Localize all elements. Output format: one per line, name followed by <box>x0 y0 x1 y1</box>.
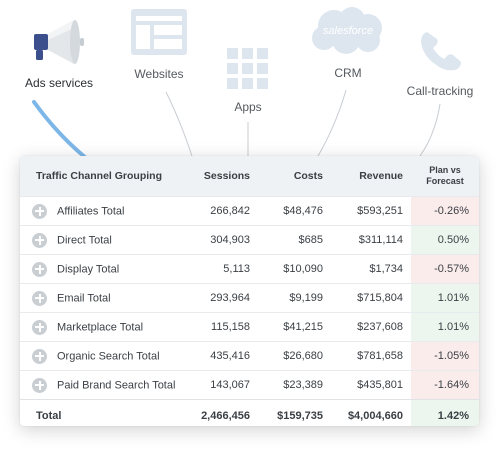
row-revenue: $435,801 <box>331 370 411 400</box>
header-traffic-channel-grouping[interactable]: Traffic Channel Grouping <box>20 156 192 197</box>
table-row: Organic Search Total 435,416 $26,680 $78… <box>20 341 479 371</box>
row-sessions: 293,964 <box>192 283 258 313</box>
row-name-cell: Organic Search Total <box>20 341 192 371</box>
row-name: Marketplace Total <box>57 321 144 333</box>
source-apps[interactable]: Apps <box>218 46 278 114</box>
connector-crm <box>317 89 347 157</box>
row-plan-vs-forecast: 0.50% <box>411 225 479 255</box>
row-costs: $685 <box>258 225 331 255</box>
total-revenue: $4,004,660 <box>331 399 411 426</box>
browser-window-icon <box>131 9 187 55</box>
row-revenue: $237,608 <box>331 312 411 342</box>
source-websites[interactable]: Websites <box>122 8 196 81</box>
row-sessions: 435,416 <box>192 341 258 371</box>
row-name-cell: Affiliates Total <box>20 196 192 226</box>
megaphone-icon <box>34 20 84 64</box>
row-name: Display Total <box>57 263 120 275</box>
connector-websites <box>165 91 193 157</box>
row-costs: $9,199 <box>258 283 331 313</box>
row-sessions: 266,842 <box>192 196 258 226</box>
row-name: Direct Total <box>57 234 112 246</box>
header-plan-vs-forecast[interactable]: Plan vs Forecast <box>411 156 479 197</box>
source-label: Ads services <box>24 76 94 90</box>
table-row: Direct Total 304,903 $685 $311,114 0.50% <box>20 225 479 255</box>
source-label: Call-tracking <box>406 84 474 98</box>
row-name-cell: Marketplace Total <box>20 312 192 342</box>
header-sessions[interactable]: Sessions <box>192 156 258 197</box>
traffic-channel-table: Traffic Channel Grouping Sessions Costs … <box>20 156 479 426</box>
total-costs: $159,735 <box>258 399 331 426</box>
row-plan-vs-forecast: -0.57% <box>411 254 479 284</box>
row-name: Affiliates Total <box>57 205 125 217</box>
total-plan-vs-forecast: 1.42% <box>411 399 479 426</box>
header-plan-line2: Forecast <box>426 176 464 186</box>
source-ads-services[interactable]: Ads services <box>18 14 100 90</box>
row-plan-vs-forecast: 1.01% <box>411 283 479 313</box>
traffic-channel-table-card: Traffic Channel Grouping Sessions Costs … <box>20 156 479 426</box>
row-name-cell: Email Total <box>20 283 192 313</box>
row-name: Email Total <box>57 292 111 304</box>
expand-plus-icon[interactable] <box>32 319 47 335</box>
total-sessions: 2,466,456 <box>192 399 258 426</box>
row-revenue: $311,114 <box>331 225 411 255</box>
row-plan-vs-forecast: -1.64% <box>411 370 479 400</box>
expand-plus-icon[interactable] <box>32 290 47 306</box>
table-row: Marketplace Total 115,158 $41,215 $237,6… <box>20 312 479 342</box>
connector-call-tracking <box>419 103 441 157</box>
row-sessions: 143,067 <box>192 370 258 400</box>
row-plan-vs-forecast: -1.05% <box>411 341 479 371</box>
row-name: Paid Brand Search Total <box>57 379 176 391</box>
row-name-cell: Display Total <box>20 254 192 284</box>
expand-plus-icon[interactable] <box>32 377 47 393</box>
table-row: Email Total 293,964 $9,199 $715,804 1.01… <box>20 283 479 313</box>
salesforce-logo-text: salesforce <box>322 25 374 37</box>
expand-plus-icon[interactable] <box>32 203 47 219</box>
apps-grid-icon <box>227 48 268 89</box>
table-row: Display Total 5,113 $10,090 $1,734 -0.57… <box>20 254 479 284</box>
table-row: Affiliates Total 266,842 $48,476 $593,25… <box>20 196 479 226</box>
row-costs: $48,476 <box>258 196 331 226</box>
total-label: Total <box>20 399 192 426</box>
row-costs: $41,215 <box>258 312 331 342</box>
row-plan-vs-forecast: -0.26% <box>411 196 479 226</box>
expand-plus-icon[interactable] <box>32 261 47 277</box>
expand-plus-icon[interactable] <box>32 348 47 364</box>
source-label: Websites <box>134 67 184 81</box>
table-total-row: Total 2,466,456 $159,735 $4,004,660 1.42… <box>20 399 479 426</box>
row-revenue: $781,658 <box>331 341 411 371</box>
row-revenue: $593,251 <box>331 196 411 226</box>
header-plan-line1: Plan vs <box>429 165 461 175</box>
source-call-tracking[interactable]: Call-tracking <box>400 28 480 98</box>
salesforce-cloud-icon <box>312 7 382 54</box>
row-revenue: $715,804 <box>331 283 411 313</box>
row-sessions: 304,903 <box>192 225 258 255</box>
table-row: Paid Brand Search Total 143,067 $23,389 … <box>20 370 479 400</box>
header-revenue[interactable]: Revenue <box>331 156 411 197</box>
row-costs: $10,090 <box>258 254 331 284</box>
phone-icon <box>421 32 461 71</box>
row-sessions: 115,158 <box>192 312 258 342</box>
row-costs: $23,389 <box>258 370 331 400</box>
connector-ads-services <box>32 100 88 160</box>
row-plan-vs-forecast: 1.01% <box>411 312 479 342</box>
source-label: CRM <box>334 66 362 80</box>
source-crm[interactable]: salesforce CRM <box>306 4 390 80</box>
table-header-row: Traffic Channel Grouping Sessions Costs … <box>20 156 479 197</box>
row-name: Organic Search Total <box>57 350 160 362</box>
row-name-cell: Paid Brand Search Total <box>20 370 192 400</box>
row-name-cell: Direct Total <box>20 225 192 255</box>
header-costs[interactable]: Costs <box>258 156 331 197</box>
row-revenue: $1,734 <box>331 254 411 284</box>
source-label: Apps <box>234 100 262 114</box>
row-costs: $26,680 <box>258 341 331 371</box>
row-sessions: 5,113 <box>192 254 258 284</box>
expand-plus-icon[interactable] <box>32 232 47 248</box>
